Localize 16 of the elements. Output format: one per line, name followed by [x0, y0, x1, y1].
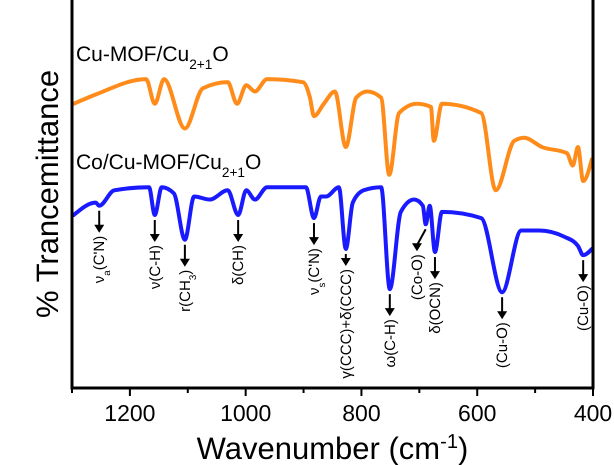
annotation: γ(CCC)+δ(CCC)	[338, 268, 355, 379]
x-tick-label: 400	[574, 400, 612, 426]
annotation: (Cu-O)	[575, 285, 592, 331]
x-tick-label: 1000	[220, 400, 272, 426]
x-tick-label: 600	[458, 400, 496, 426]
x-tick-label: 1200	[104, 400, 156, 426]
series-label: Co/Cu-MOF/Cu$_{2+1}$O	[76, 151, 262, 180]
annotation: δ(OCN)	[426, 282, 444, 334]
series-label: Cu-MOF/Cu$_{2+1}$O	[76, 43, 229, 72]
annotation: δ(CH)	[230, 245, 248, 286]
annotation: (Cu-O)	[494, 322, 512, 368]
x-tick-label: 800	[342, 400, 381, 426]
y-axis-title: % Trancemittance	[30, 70, 65, 318]
annotation: ω(C-H)	[382, 319, 399, 368]
annotation: (Co-O)	[408, 254, 426, 300]
annotation: ν(C-H)	[146, 245, 164, 290]
